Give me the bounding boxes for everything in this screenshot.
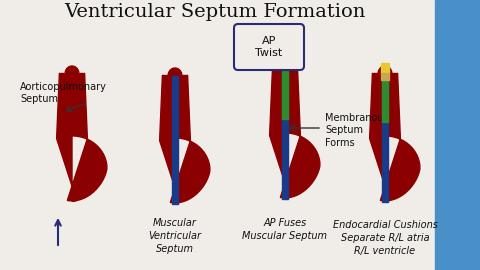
Polygon shape	[57, 66, 107, 201]
Polygon shape	[159, 68, 210, 203]
Polygon shape	[270, 63, 320, 198]
Text: Ventricular Septum Formation: Ventricular Septum Formation	[64, 3, 366, 21]
Text: Muscular
Ventricular
Septum: Muscular Ventricular Septum	[148, 218, 202, 254]
Text: AP Fuses
Muscular Septum: AP Fuses Muscular Septum	[242, 218, 327, 241]
Bar	[381, 73, 389, 80]
Bar	[282, 70, 288, 199]
Bar	[382, 73, 388, 202]
Bar	[381, 63, 389, 73]
Bar	[282, 70, 288, 119]
Text: Membranous
Septum
Forms: Membranous Septum Forms	[325, 113, 389, 148]
Bar	[382, 73, 388, 122]
Text: Aorticopulmonary
Septum: Aorticopulmonary Septum	[20, 82, 107, 104]
Bar	[435, 0, 480, 270]
Bar	[172, 76, 178, 204]
Polygon shape	[370, 66, 420, 201]
Text: Endocardial Cushions
Separate R/L atria
R/L ventricle: Endocardial Cushions Separate R/L atria …	[333, 220, 437, 256]
FancyBboxPatch shape	[234, 24, 304, 70]
Text: AP
Twist: AP Twist	[255, 36, 283, 58]
